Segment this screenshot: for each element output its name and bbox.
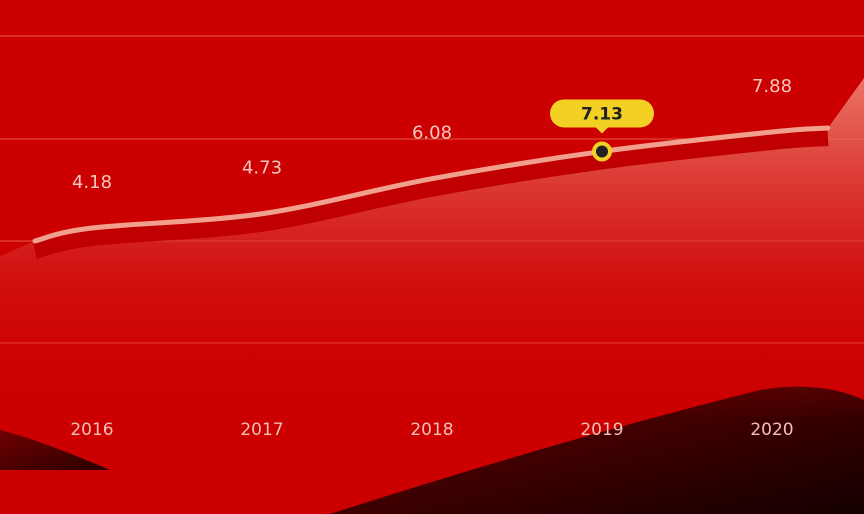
x-tick-label: 2017: [240, 420, 283, 440]
x-tick-label: 2020: [750, 420, 793, 440]
value-label: 4.18: [72, 172, 112, 193]
value-label: 7.13: [581, 104, 623, 124]
decoration: [0, 430, 110, 470]
point: [592, 141, 612, 162]
value-label: 7.88: [752, 76, 792, 97]
x-tick-label: 2016: [70, 420, 113, 440]
x-tick-label: 2018: [410, 420, 453, 440]
tooltip: [550, 99, 654, 134]
x-tick-label: 2019: [580, 420, 623, 440]
line-shadow: [32, 130, 829, 259]
value-label: 6.08: [412, 123, 452, 144]
line: [32, 125, 831, 244]
value-label: 4.73: [242, 158, 282, 179]
